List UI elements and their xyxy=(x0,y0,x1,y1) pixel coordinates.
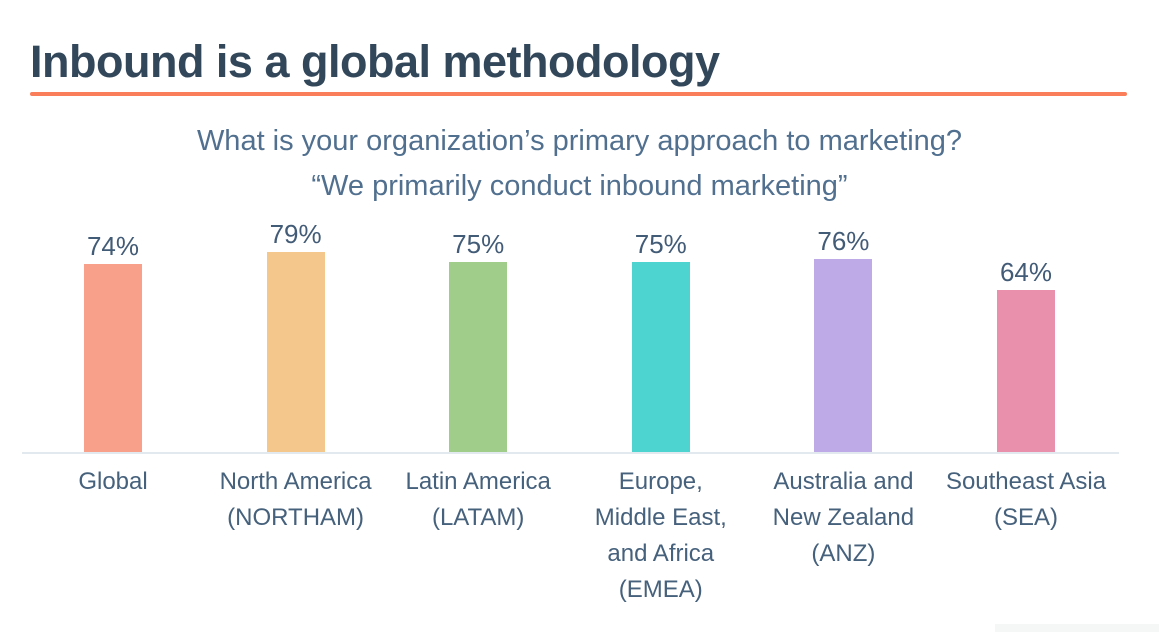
bar-value-label-europe-middle-east-and-africa-emea: 75% xyxy=(634,228,687,259)
category-label-line: (LATAM) xyxy=(431,504,525,531)
category-label-latin-america-latam: Latin America (LATAM) xyxy=(385,464,571,536)
bar-europe-middle-east-and-africa-emea xyxy=(631,261,690,452)
page-title: Inbound is a global methodology xyxy=(30,36,720,88)
category-label-line: North America xyxy=(219,468,372,495)
bar-value-label-global: 74% xyxy=(86,231,140,262)
bar-latin-america-latam xyxy=(449,261,508,452)
bar-value-label-southeast-asia-sea: 64% xyxy=(999,256,1053,287)
category-label-line: Southeast Asia xyxy=(945,468,1107,495)
category-label-line: New Zealand xyxy=(772,504,915,531)
chart-question-line-2: “We primarily conduct inbound marketing” xyxy=(311,170,848,202)
bar-southeast-asia-sea xyxy=(997,289,1055,452)
category-label-australia-and-new-zealand-anz: Australia and New Zealand (ANZ) xyxy=(750,464,936,572)
watermark-box xyxy=(995,624,1159,632)
bar-north-america-northam xyxy=(266,251,325,452)
bar-global xyxy=(84,264,142,452)
bar-value-label-latin-america-latam: 75% xyxy=(452,228,505,259)
category-label-line: Latin America xyxy=(405,468,551,495)
category-label-north-america-northam: North America (NORTHAM) xyxy=(203,464,389,536)
x-axis-baseline xyxy=(22,452,1119,454)
category-label-line: Global xyxy=(78,468,148,495)
category-label-global: Global xyxy=(20,464,206,500)
chart-question: What is your organization’s primary appr… xyxy=(0,119,1159,209)
category-label-line: (EMEA) xyxy=(618,576,703,603)
category-label-line: (NORTHAM) xyxy=(227,504,365,531)
category-label-line: Europe, xyxy=(618,468,703,495)
category-label-line: and Africa xyxy=(607,540,715,567)
chart-question-line-1: What is your organization’s primary appr… xyxy=(196,125,963,157)
category-label-line: (SEA) xyxy=(993,504,1058,531)
category-label-line: (ANZ) xyxy=(811,540,876,567)
category-label-europe-middle-east-and-africa-emea: Europe, Middle East, and Africa (EMEA) xyxy=(568,464,754,608)
bar-value-label-australia-and-new-zealand-anz: 76% xyxy=(817,226,870,257)
category-label-line: Australia and xyxy=(773,468,914,495)
title-divider-line xyxy=(30,92,1127,96)
category-label-line: Middle East, xyxy=(594,504,727,531)
bar-australia-and-new-zealand-anz xyxy=(814,259,873,452)
category-label-southeast-asia-sea: Southeast Asia (SEA) xyxy=(933,464,1119,536)
bar-value-label-north-america-northam: 79% xyxy=(269,218,322,249)
